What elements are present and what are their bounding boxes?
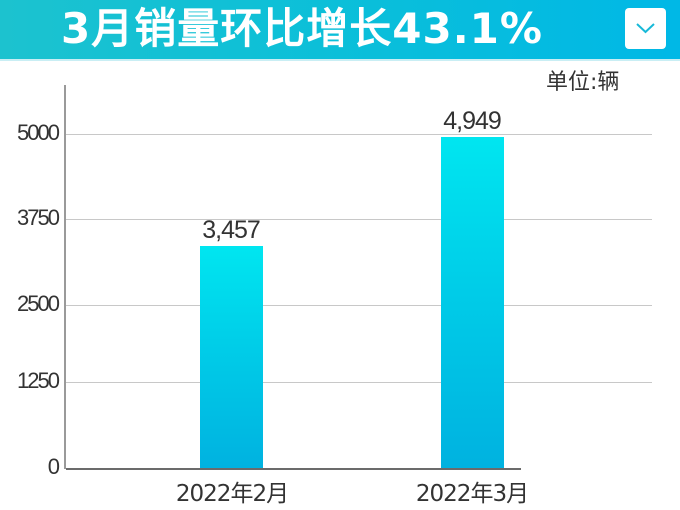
x-axis <box>66 468 521 470</box>
dropdown-button[interactable] <box>625 8 666 49</box>
bar-value-label: 3,457 <box>202 216 261 244</box>
x-tick-label: 2022年2月 <box>175 481 289 507</box>
y-axis <box>64 85 66 469</box>
unit-label: 单位:辆 <box>546 70 620 95</box>
gridline-1250 <box>66 382 652 383</box>
y-tick-label: 0 <box>47 454 60 479</box>
y-tick-label: 3750 <box>17 205 60 230</box>
gridline-2500 <box>66 305 652 306</box>
gridline-3750 <box>66 219 652 220</box>
bar-value-label: 4,949 <box>443 107 502 135</box>
y-tick-label: 1250 <box>17 368 60 393</box>
title-bar: 3月销量环比增长43.1% <box>0 0 680 61</box>
gridline-5000 <box>66 134 652 135</box>
y-tick-label: 2500 <box>17 291 60 316</box>
bar-2022-03 <box>441 137 504 468</box>
bar-2022-02 <box>200 246 263 468</box>
y-tick-label: 5000 <box>17 120 60 145</box>
x-tick-label: 2022年3月 <box>415 481 529 507</box>
chart-title: 3月销量环比增长43.1% <box>61 4 543 53</box>
chevron-down-icon <box>636 23 655 34</box>
